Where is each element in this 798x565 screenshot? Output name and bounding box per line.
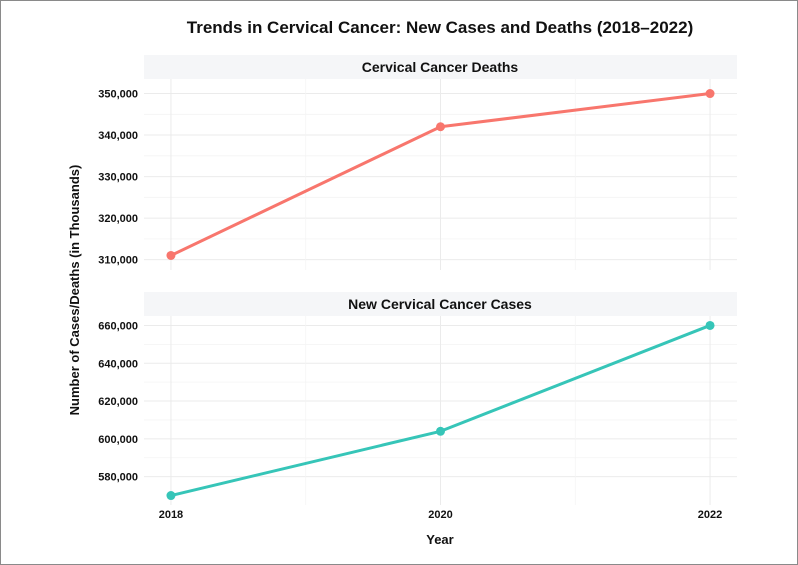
data-point-deaths (436, 122, 445, 132)
data-point-new-cases (705, 320, 715, 330)
x-axis: 2018 2020 2022 (159, 509, 723, 521)
strip-background-deaths (144, 55, 737, 79)
data-point-new-cases (436, 426, 445, 436)
y-tick-label: 600,000 (98, 434, 138, 446)
y-axis-label: Number of Cases/Deaths (in Thousands) (67, 165, 82, 416)
x-tick-label: 2020 (428, 509, 452, 521)
x-tick-label: 2018 (159, 509, 183, 521)
panel-new-cases: New Cervical Cancer Cases 580,000 600,000… (98, 292, 737, 505)
data-point-deaths (166, 250, 176, 260)
series-new-cases (166, 320, 715, 501)
y-tick-label: 310,000 (98, 255, 138, 267)
y-tick-label: 640,000 (98, 358, 138, 370)
y-axis-deaths: 310,000 320,000 330,000 340,000 350,000 (98, 89, 138, 267)
series-deaths (166, 89, 715, 260)
grid-deaths (144, 79, 737, 270)
y-axis-new-cases: 580,000 600,000 620,000 640,000 660,000 (98, 320, 138, 483)
strip-background-new-cases (144, 292, 737, 316)
y-tick-label: 580,000 (98, 472, 138, 484)
panel-deaths: Cervical Cancer Deaths 310,000 320,000 330… (98, 55, 737, 270)
x-axis-label: Year (426, 532, 453, 547)
y-tick-label: 330,000 (98, 172, 138, 184)
y-tick-label: 340,000 (98, 130, 138, 142)
grid-new-cases (144, 316, 737, 505)
y-tick-label: 350,000 (98, 89, 138, 101)
data-point-deaths (705, 89, 715, 99)
y-tick-label: 620,000 (98, 396, 138, 408)
y-tick-label: 320,000 (98, 213, 138, 225)
y-tick-label: 660,000 (98, 320, 138, 332)
chart-title: Trends in Cervical Cancer: New Cases and… (187, 18, 693, 37)
data-point-new-cases (166, 491, 176, 501)
strip-label-deaths: Cervical Cancer Deaths (362, 59, 519, 75)
x-tick-label: 2022 (698, 509, 722, 521)
strip-label-new-cases: New Cervical Cancer Cases (348, 296, 532, 312)
